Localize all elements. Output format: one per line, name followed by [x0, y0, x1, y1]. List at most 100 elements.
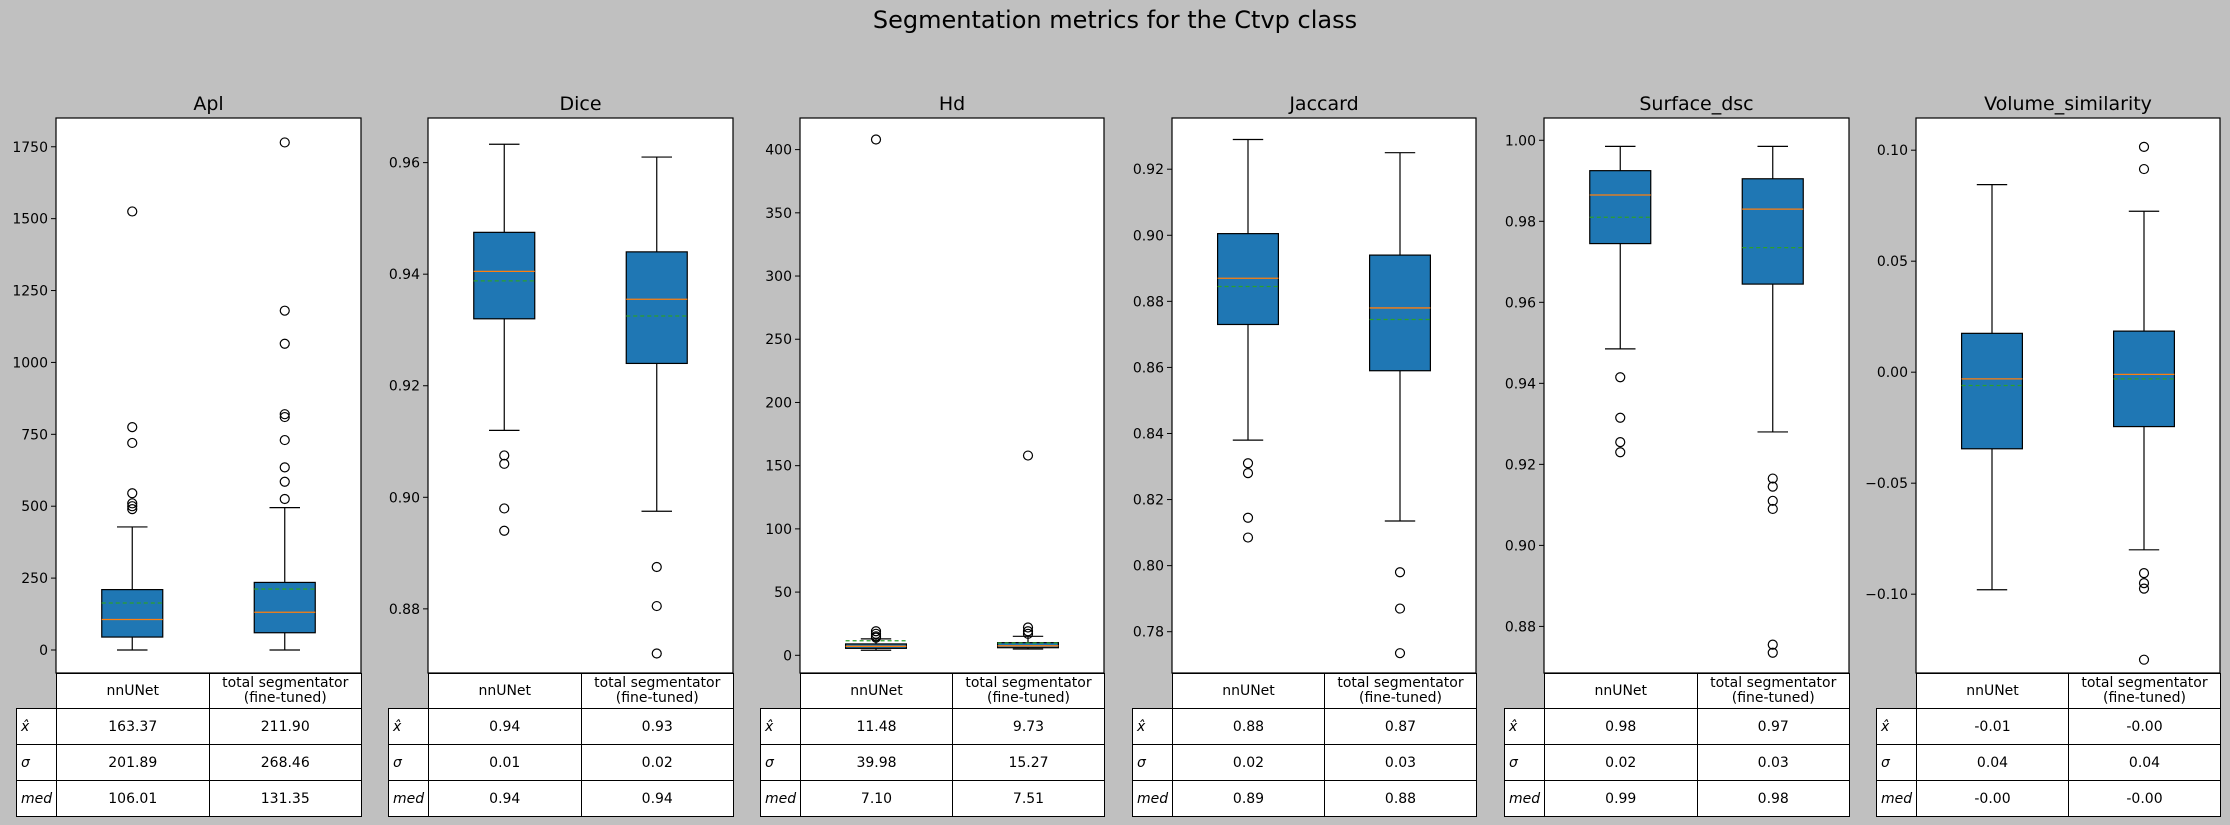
series-box-1 — [1216, 138, 1279, 543]
row-label: x̂ — [1876, 708, 1917, 745]
stats-table: nnUNet total segmentator (fine-tuned) x̂ 0.… — [1504, 673, 1850, 817]
series-box-2 — [2113, 141, 2176, 665]
iqr-box — [253, 581, 316, 634]
table-cell: -0.00 — [1916, 780, 2069, 817]
column-header: total segmentator (fine-tuned) — [2068, 673, 2221, 709]
table-row: σ 0.04 0.04 — [1876, 744, 2221, 781]
outlier-point — [279, 305, 290, 316]
iqr-box — [1589, 170, 1652, 245]
row-label: med — [760, 780, 801, 817]
row-label: σ — [1132, 744, 1173, 781]
subplot-title: Apl — [193, 93, 223, 115]
table-cell: -0.00 — [2068, 708, 2221, 745]
y-tick-label: 0.05 — [1877, 254, 1908, 270]
plot-area — [1172, 118, 1476, 673]
plot-area — [800, 118, 1104, 673]
figure-title: Segmentation metrics for the Ctvp class — [872, 6, 1358, 34]
outlier-point — [2138, 141, 2150, 152]
table-cell: 201.89 — [56, 744, 210, 781]
column-header: nnUNet — [1916, 673, 2069, 709]
table-cell: 0.02 — [1544, 744, 1698, 781]
row-label: x̂ — [1504, 708, 1545, 745]
outlier-point — [2138, 583, 2150, 594]
outlier-point — [1242, 468, 1254, 479]
column-header: nnUNet — [1172, 673, 1325, 709]
y-tick-label: 0.90 — [1505, 538, 1536, 554]
outlier-point — [870, 626, 882, 637]
outlier-point — [1767, 639, 1778, 650]
stats-table: nnUNet total segmentator (fine-tuned) x̂ 0.… — [388, 673, 734, 817]
table-cell: 0.97 — [1696, 708, 1850, 745]
iqr-box — [473, 231, 536, 320]
subplot-apl: Apl 0 250 500 750 1000 1250 1500 1750 — [12, 93, 362, 674]
outlier-point — [127, 437, 138, 449]
y-tick-label: 0.90 — [389, 490, 420, 506]
table-cell: 0.93 — [580, 708, 734, 745]
table-cell: 0.98 — [1544, 708, 1698, 745]
outlier-point — [127, 503, 138, 515]
outlier-point — [127, 498, 138, 509]
y-tick-label: 0.88 — [1505, 619, 1536, 635]
y-tick-label: 0.94 — [389, 267, 420, 283]
series-box-1 — [473, 143, 536, 536]
row-label: σ — [1876, 744, 1917, 781]
table-row: σ 39.98 15.27 — [760, 744, 1105, 781]
table-cell: 106.01 — [56, 780, 210, 817]
iqr-box — [1216, 233, 1279, 326]
outlier-point — [2138, 654, 2150, 665]
outlier-point — [279, 411, 290, 423]
subplot-volume_similarity: Volume_similarity −0.10 −0.05 0.00 0.05 0.10 — [1865, 93, 2221, 674]
outlier-point — [651, 600, 662, 612]
outlier-point — [279, 434, 290, 446]
series-box-1 — [1960, 184, 2023, 591]
y-tick-label: 1.00 — [1505, 133, 1536, 149]
table-row: med 7.10 7.51 — [760, 780, 1105, 817]
subplot-dice: Dice 0.88 0.90 0.92 0.94 0.96 — [389, 93, 734, 674]
y-tick-label: 500 — [21, 499, 48, 515]
table-cell: 0.98 — [1696, 780, 1850, 817]
subplot-title: Hd — [939, 93, 965, 115]
outlier-point — [279, 462, 290, 473]
y-tick-label: 0.82 — [1133, 493, 1164, 509]
table-cell: 0.02 — [580, 744, 734, 781]
table-row: x̂ 11.48 9.73 — [760, 708, 1105, 745]
table-cell: 0.03 — [1324, 744, 1477, 781]
table-cell: 268.46 — [208, 744, 362, 781]
column-header: total segmentator (fine-tuned) — [580, 673, 734, 709]
table-row: med 0.94 0.94 — [388, 780, 734, 817]
y-tick-label: 0.90 — [1133, 228, 1164, 244]
table-row: σ 201.89 268.46 — [16, 744, 362, 781]
subplot-jaccard: Jaccard 0.78 0.80 0.82 0.84 0.86 0.88 0.90 0.92 — [1133, 93, 1477, 674]
table-corner — [1133, 674, 1173, 709]
subplot-surface_dsc: Surface_dsc 0.88 0.90 0.92 0.94 0.96 0.98 1.00 — [1505, 93, 1850, 674]
outlier-point — [870, 134, 882, 145]
outlier-point — [870, 631, 882, 642]
y-tick-label: −0.10 — [1865, 587, 1908, 603]
row-label: med — [16, 780, 57, 817]
row-label: x̂ — [760, 708, 801, 745]
outlier-point — [1394, 567, 1406, 578]
y-tick-label: 1750 — [12, 140, 48, 156]
row-label: x̂ — [1132, 708, 1173, 745]
y-tick-label: 350 — [765, 206, 792, 222]
y-tick-label: 750 — [21, 427, 48, 443]
table-cell: 0.99 — [1544, 780, 1698, 817]
y-tick-label: 150 — [765, 459, 792, 475]
outlier-point — [127, 422, 138, 433]
row-label: med — [1504, 780, 1545, 817]
outlier-point — [1022, 450, 1034, 461]
y-tick-label: 0.10 — [1877, 143, 1908, 159]
outlier-point — [2138, 577, 2150, 589]
outlier-point — [651, 648, 662, 659]
table-cell: 0.01 — [428, 744, 582, 781]
y-tick-label: 0 — [783, 648, 792, 664]
table-row: x̂ 0.94 0.93 — [388, 708, 734, 745]
outlier-point — [1242, 532, 1254, 543]
iqr-box — [101, 589, 164, 638]
y-tick-label: 0.96 — [1505, 295, 1536, 311]
table-cell: 0.02 — [1172, 744, 1325, 781]
y-tick-label: 0.84 — [1133, 426, 1164, 442]
column-header: total segmentator (fine-tuned) — [1696, 673, 1850, 709]
row-label: σ — [388, 744, 429, 781]
